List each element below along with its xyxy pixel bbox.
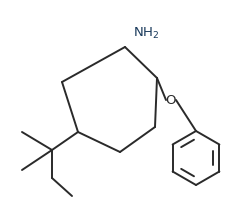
Text: NH$_2$: NH$_2$	[133, 26, 159, 41]
Text: O: O	[166, 93, 176, 107]
